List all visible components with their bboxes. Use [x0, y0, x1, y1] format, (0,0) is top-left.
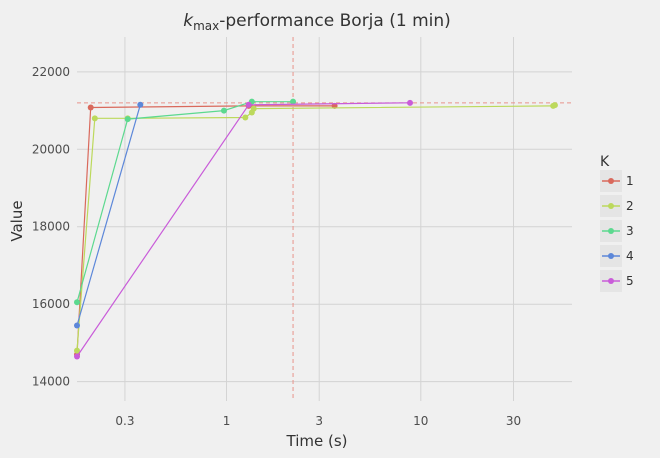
legend-key-point — [608, 278, 614, 284]
series-layer — [74, 98, 558, 360]
legend: K 1 2 3 4 5 — [600, 154, 634, 292]
legend-items: 1 2 3 4 5 — [600, 170, 634, 292]
legend-key-point — [608, 203, 614, 209]
grid-lines — [77, 37, 572, 401]
x-tick-label: 30 — [506, 414, 521, 428]
x-tick-label: 0.3 — [115, 414, 134, 428]
legend-item-2: 2 — [600, 195, 634, 217]
y-tick-label: 18000 — [32, 220, 70, 234]
data-point — [137, 101, 144, 108]
y-axis-title: Value — [8, 200, 26, 241]
title-main: k — [183, 11, 194, 31]
title-subscript: max — [193, 19, 219, 33]
series-4 — [74, 101, 144, 329]
y-tick-label: 16000 — [32, 297, 70, 311]
legend-title: K — [600, 154, 610, 170]
data-point — [290, 98, 297, 105]
data-point — [245, 101, 252, 108]
legend-item-5: 5 — [600, 270, 634, 292]
data-point — [87, 104, 94, 111]
legend-label: 1 — [626, 174, 634, 188]
series-line — [76, 104, 141, 326]
data-point — [250, 105, 257, 112]
data-point — [74, 322, 80, 329]
reference-lines — [77, 37, 572, 401]
data-point — [74, 347, 80, 354]
x-tick-label: 1 — [223, 414, 231, 428]
data-point — [74, 299, 80, 306]
legend-item-4: 4 — [600, 245, 634, 267]
y-tick-label: 22000 — [32, 65, 70, 79]
legend-label: 5 — [626, 274, 634, 288]
data-point — [407, 99, 414, 106]
series-3 — [74, 98, 297, 306]
legend-label: 4 — [626, 249, 634, 263]
data-point — [91, 115, 98, 122]
x-axis-title: Time (s) — [286, 432, 348, 450]
legend-label: 2 — [626, 199, 634, 213]
title-rest: -performance Borja (1 min) — [219, 11, 451, 31]
data-point — [220, 107, 227, 114]
y-tick-label: 14000 — [32, 375, 70, 389]
series-line — [76, 104, 556, 351]
legend-key-point — [608, 178, 614, 184]
chart-title: kmax-performance Borja (1 min) — [183, 11, 451, 33]
series-5 — [74, 99, 414, 360]
legend-key-point — [608, 228, 614, 234]
tick-labels: 0.3 1 3 10 30 14000 16000 18000 20000 22000 — [32, 65, 521, 428]
legend-item-1: 1 — [600, 170, 634, 192]
series-line — [76, 105, 335, 355]
legend-label: 3 — [626, 224, 634, 238]
x-tick-label: 10 — [413, 414, 428, 428]
data-point — [124, 116, 131, 123]
y-tick-label: 20000 — [32, 142, 70, 156]
data-point — [74, 353, 80, 360]
legend-item-3: 3 — [600, 220, 634, 242]
legend-key-point — [608, 253, 614, 259]
data-point — [551, 102, 558, 109]
x-tick-label: 3 — [315, 414, 323, 428]
plot-area — [77, 37, 572, 401]
data-point — [242, 114, 249, 121]
